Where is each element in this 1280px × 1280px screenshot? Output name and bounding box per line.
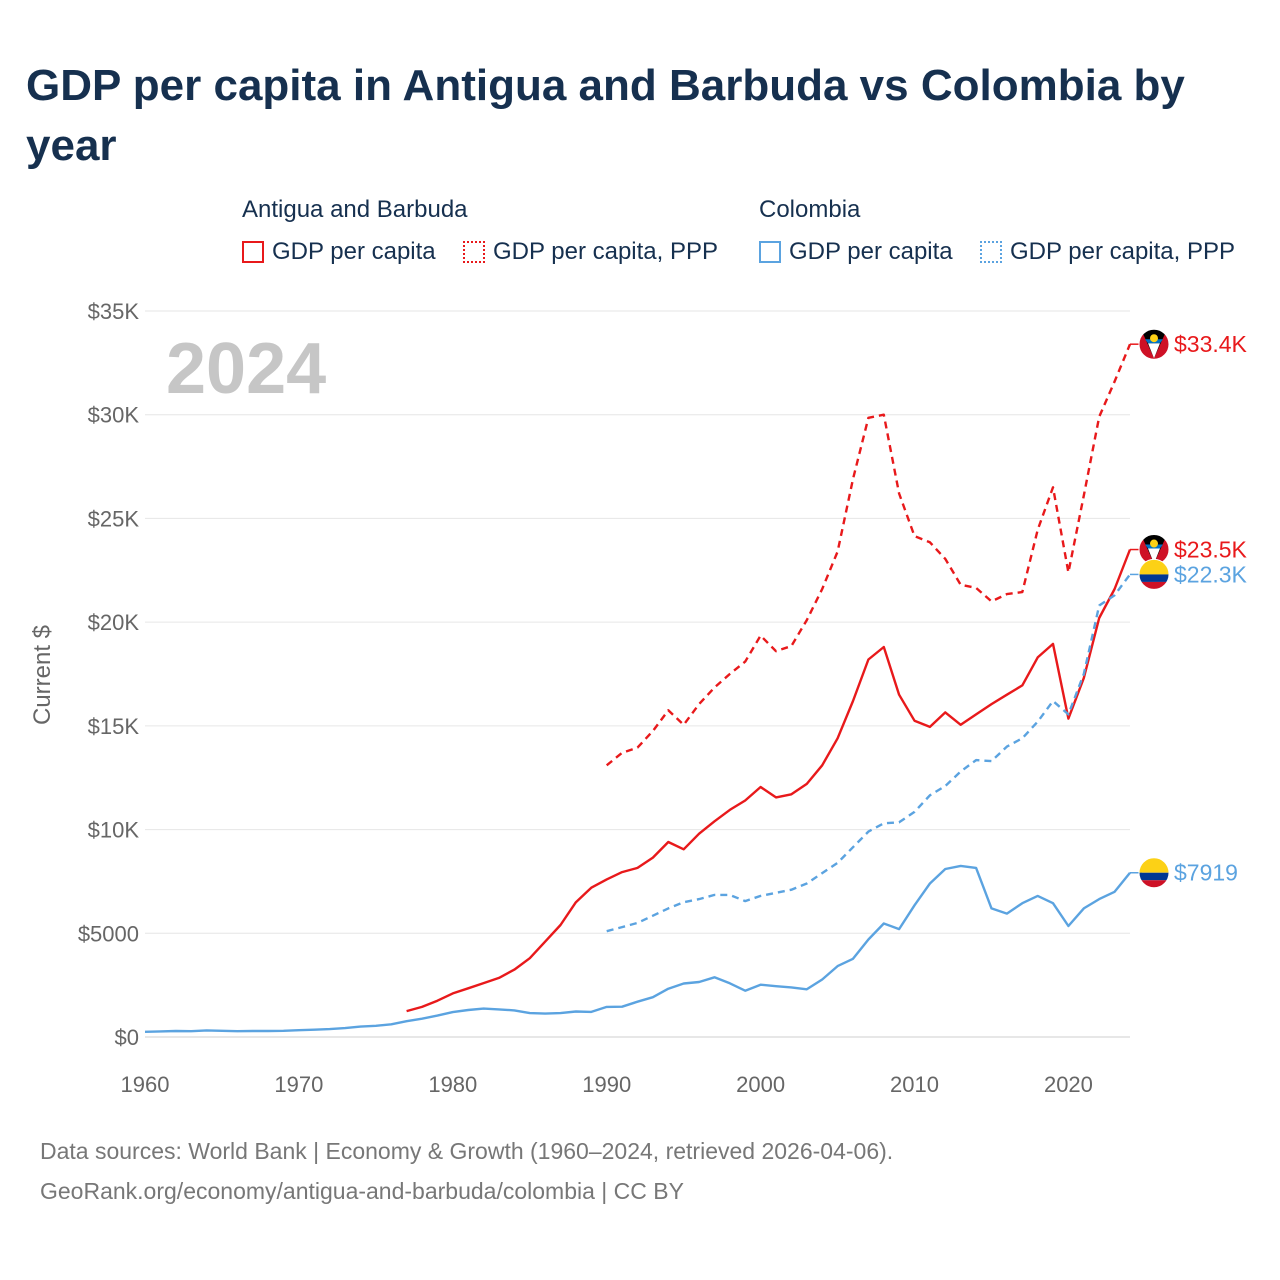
series-lines <box>144 343 1132 1033</box>
x-tick-label: 1980 <box>428 1072 477 1097</box>
series-line-0 <box>406 549 1132 1013</box>
x-axis-ticks: 1960 1970 1980 1990 2000 2010 2020 <box>121 1072 1093 1097</box>
flag-body <box>1139 329 1169 360</box>
flag-blue <box>1139 574 1169 582</box>
end-value-label: $23.5K <box>1174 537 1248 563</box>
x-tick-label: 1970 <box>274 1072 323 1097</box>
y-tick-label: $35K <box>88 299 140 324</box>
y-axis-label: Current $ <box>29 625 56 725</box>
end-value-label: $22.3K <box>1174 561 1248 587</box>
legend-group-title: Antigua and Barbuda <box>242 196 468 223</box>
x-tick-label: 1990 <box>582 1072 631 1097</box>
flag-body <box>1139 559 1169 590</box>
legend-item-label: GDP per capita, PPP <box>1010 238 1235 265</box>
y-tick-label: $5000 <box>78 921 139 946</box>
flag-sun <box>1150 334 1158 343</box>
gridlines <box>145 310 1130 1038</box>
y-tick-label: $0 <box>115 1025 139 1050</box>
flag-white <box>1148 343 1160 359</box>
legend-item-label: GDP per capita <box>272 238 436 265</box>
flag-sun <box>1150 539 1158 548</box>
flag-yellow <box>1139 559 1169 575</box>
x-tick-label: 2000 <box>736 1072 785 1097</box>
footer-sources: Data sources: World Bank | Economy & Gro… <box>40 1138 894 1164</box>
colombia-flag-icon <box>1138 558 1170 590</box>
flag-body <box>1139 857 1169 888</box>
legend-group-title: Colombia <box>759 196 861 223</box>
colombia-flag-icon <box>1138 857 1170 889</box>
line-chart: 2024 Current $ $0 $5000 $10K $15K $20K $25K $3… <box>29 299 1248 1097</box>
legend-item-label: GDP per capita, PPP <box>493 238 718 265</box>
end-labels: $23.5K $33.4K $7919 $22.3K <box>1130 328 1248 889</box>
flag-ring <box>1138 558 1170 590</box>
legend-swatch-dotted-blue <box>980 241 1002 263</box>
x-tick-label: 2010 <box>890 1072 939 1097</box>
y-tick-label: $15K <box>88 714 140 739</box>
legend-item-label: GDP per capita <box>789 238 953 265</box>
y-axis-ticks: $0 $5000 $10K $15K $20K $25K $30K $35K <box>78 299 140 1050</box>
y-tick-label: $25K <box>88 506 140 531</box>
end-value-label: $33.4K <box>1174 331 1248 357</box>
footer-link[interactable]: GeoRank.org/economy/antigua-and-barbuda/… <box>40 1178 684 1204</box>
series-line-1 <box>605 343 1132 767</box>
chart-title: GDP per capita in Antigua and Barbuda vs… <box>26 61 1185 170</box>
legend-item-colombia-gdp-ppp[interactable]: GDP per capita, PPP <box>980 238 1235 266</box>
x-tick-label: 2020 <box>1044 1072 1093 1097</box>
legend-swatch-solid-red <box>242 241 264 263</box>
flag-red <box>1139 880 1169 888</box>
x-tick-label: 1960 <box>121 1072 170 1097</box>
series-line-3 <box>606 573 1131 933</box>
flag-ring <box>1138 857 1170 889</box>
flag-yellow <box>1139 857 1169 873</box>
legend-swatch-solid-blue <box>759 241 781 263</box>
flag-ring <box>1138 328 1170 360</box>
y-tick-label: $30K <box>88 403 140 428</box>
antigua-flag-icon <box>1138 328 1170 360</box>
legend-item-colombia-gdp[interactable]: GDP per capita <box>759 238 953 266</box>
year-label: 2024 <box>166 329 326 409</box>
legend-swatch-dotted-red <box>463 241 485 263</box>
flag-white <box>1148 548 1160 564</box>
legend-item-antigua-gdp-ppp[interactable]: GDP per capita, PPP <box>463 238 718 266</box>
y-tick-label: $20K <box>88 610 140 635</box>
legend-item-antigua-gdp[interactable]: GDP per capita <box>242 238 436 266</box>
series-line-2 <box>144 864 1131 1033</box>
end-value-label: $7919 <box>1174 860 1238 886</box>
y-tick-label: $10K <box>88 818 140 843</box>
flag-red <box>1139 581 1169 590</box>
flag-blue <box>1139 872 1169 881</box>
